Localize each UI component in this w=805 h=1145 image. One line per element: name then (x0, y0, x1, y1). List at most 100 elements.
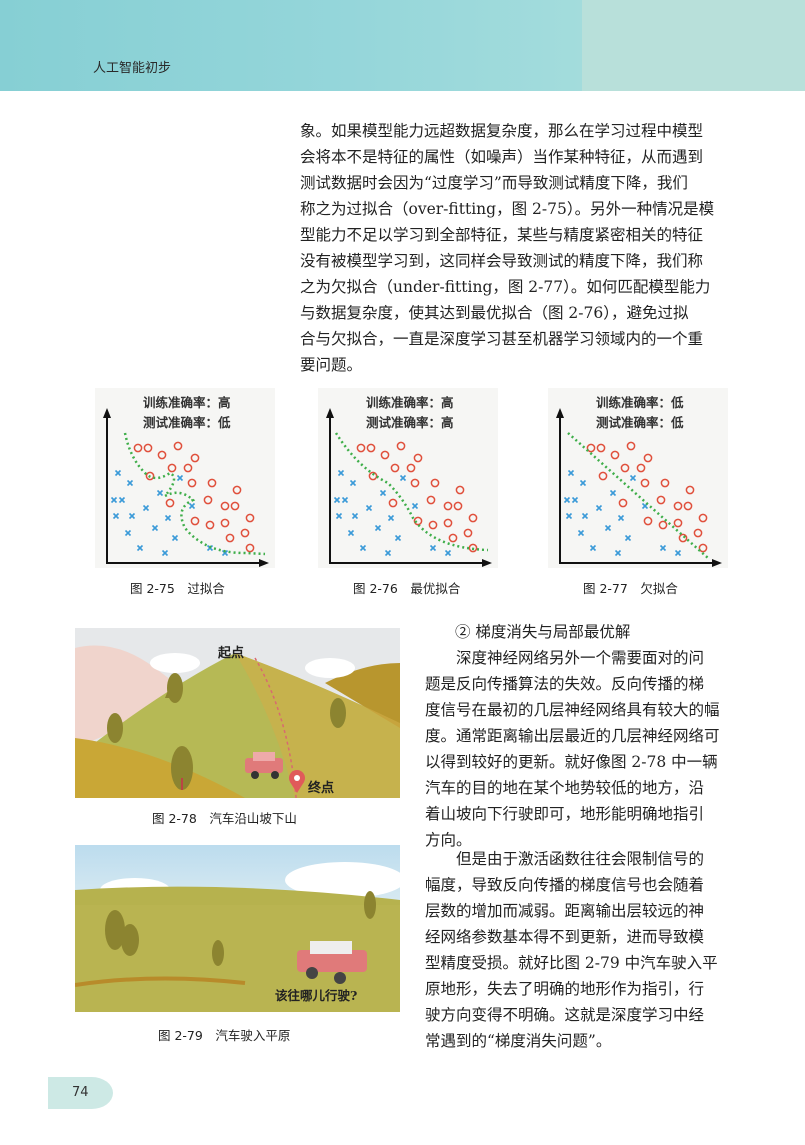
train-accuracy-label: 训练准确率：高 (366, 395, 454, 410)
circle-point (157, 450, 167, 460)
text-line: 称之为过拟合（over-fitting，图 2-75）。另外一种情况是模 (300, 200, 715, 218)
circle-point (463, 528, 473, 538)
book-title: 人工智能初步 (93, 61, 172, 76)
scatter-figure-1: 训练准确率：高 测试准确率：低 (95, 388, 275, 573)
cross-point (659, 544, 667, 552)
circle-point (225, 533, 235, 543)
circle-point (443, 501, 453, 511)
circle-point (143, 443, 153, 453)
circle-point (190, 453, 200, 463)
text-line: 层数的增加而减弱。距离输出层较远的神 (425, 902, 705, 920)
cross-point (359, 544, 367, 552)
circle-point (368, 471, 378, 481)
cross-point (124, 529, 132, 537)
circle-point (455, 485, 465, 495)
x-axis-arrow (259, 559, 269, 567)
text-line: 与数据复杂度，使其达到最优拟合（图 2-76），避免过拟 (300, 304, 689, 322)
circle-point (406, 463, 416, 473)
test-accuracy-label: 测试准确率：低 (143, 415, 231, 430)
cross-point (565, 512, 573, 520)
cross-point (341, 496, 349, 504)
paragraph-gradient-2: 但是由于激活函数往往会限制信号的 幅度，导致反向传播的梯度信号也会随着 层数的增加而… (425, 846, 721, 1054)
circle-point (698, 513, 708, 523)
figure-caption: 图 2-77 欠拟合 (583, 581, 678, 596)
text-line: 度信号在最初的几层神经网络具有较大的幅 (425, 701, 720, 719)
text-line: 没有被模型学习到，这同样会导致测试的精度下降，我们称 (300, 252, 704, 270)
circle-point (388, 498, 398, 508)
cross-point (161, 549, 169, 557)
circle-point (426, 495, 436, 505)
circle-point (232, 485, 242, 495)
cross-point (156, 489, 164, 497)
circle-point (620, 463, 630, 473)
text-line: 型精度受损。就好比图 2-79 中汽车驶入平 (425, 954, 718, 972)
cross-point (609, 489, 617, 497)
paragraph-overfitting: 象。如果模型能力远超数据复杂度，那么在学习过程中模型 会将本不是特征的属性（如噪声… (300, 118, 722, 378)
circle-point (448, 533, 458, 543)
cross-point (604, 524, 612, 532)
cross-point (579, 479, 587, 487)
text-line: 题是反向传播算法的失效。反向传播的梯 (425, 675, 705, 693)
circle-point (618, 498, 628, 508)
circle-point (133, 443, 143, 453)
cross-point (444, 549, 452, 557)
cross-point (151, 524, 159, 532)
text-line: 要问题。 (300, 356, 363, 374)
circle-point (643, 453, 653, 463)
cross-point (379, 489, 387, 497)
text-line: 深度神经网络另外一个需要面对的问 (456, 649, 705, 667)
circle-point (220, 501, 230, 511)
cross-point (349, 479, 357, 487)
cross-point (429, 544, 437, 552)
circle-point (596, 443, 606, 453)
cross-point (136, 544, 144, 552)
circle-point (673, 501, 683, 511)
question-label: 该往哪儿行驶? (275, 988, 358, 1003)
circle-point (183, 463, 193, 473)
cross-point (114, 469, 122, 477)
cross-point (365, 504, 373, 512)
cross-point (571, 496, 579, 504)
circle-point (656, 495, 666, 505)
circle-point (205, 520, 215, 530)
circle-point (240, 528, 250, 538)
circle-point (698, 543, 708, 553)
circle-point (413, 453, 423, 463)
end-label: 终点 (308, 781, 335, 796)
section-title: ② 梯度消失与局部最优解 (455, 623, 631, 641)
circle-point (410, 478, 420, 488)
cross-point (629, 474, 637, 482)
axes (106, 414, 263, 564)
cross-point (335, 512, 343, 520)
axes (329, 414, 486, 564)
cross-point (567, 469, 575, 477)
text-line: 经网络参数基本得不到更新，进而导致模 (425, 928, 705, 946)
circle-point (366, 443, 376, 453)
cross-point (337, 469, 345, 477)
start-label: 起点 (218, 646, 245, 661)
figure-caption: 图 2-79 汽车驶入平原 (158, 1028, 291, 1043)
axes (559, 414, 716, 564)
cross-point (126, 479, 134, 487)
circle-point (640, 478, 650, 488)
circle-point (380, 450, 390, 460)
circle-point (598, 471, 608, 481)
cross-point (399, 474, 407, 482)
circle-point (187, 478, 197, 488)
text-line: 方向。 (425, 831, 472, 849)
circle-point (245, 513, 255, 523)
circle-point (693, 528, 703, 538)
page-number-tab (48, 1077, 113, 1109)
cross-point (384, 549, 392, 557)
circle-point (230, 501, 240, 511)
cross-point (351, 512, 359, 520)
text-line: 汽车的目的地在某个地势较低的地方，沿 (425, 779, 705, 797)
cross-point (624, 534, 632, 542)
text-line: 驶方向变得不明确。这就是深度学习中经 (425, 1006, 705, 1024)
cross-point (176, 474, 184, 482)
cross-point (577, 529, 585, 537)
cross-point (614, 549, 622, 557)
header-banner (0, 0, 582, 91)
cross-point (595, 504, 603, 512)
test-accuracy-label: 测试准确率：低 (596, 415, 684, 430)
